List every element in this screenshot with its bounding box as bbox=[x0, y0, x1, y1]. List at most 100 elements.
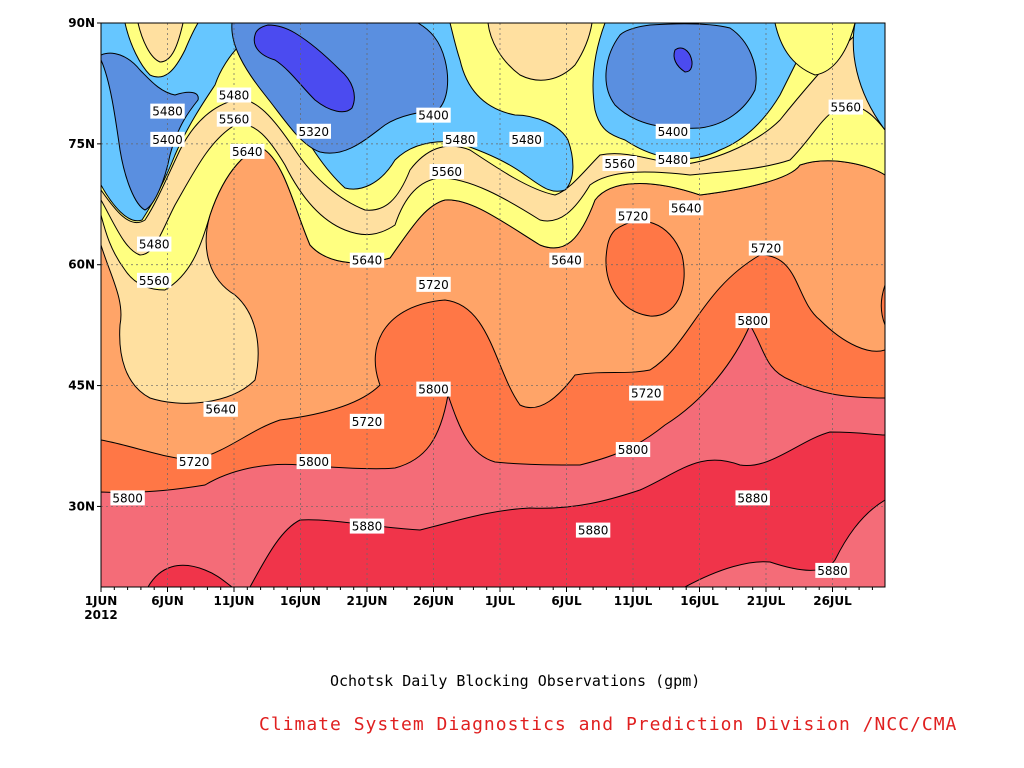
contour-label-text: 5640 bbox=[551, 254, 582, 268]
contour-label-bg bbox=[216, 87, 252, 103]
contour-label-bg bbox=[349, 413, 385, 429]
contour-label: 5560 bbox=[137, 272, 172, 288]
contour-label-bg bbox=[110, 490, 145, 506]
contour-label: 5320 bbox=[296, 123, 331, 139]
contour-label: 5640 bbox=[203, 401, 238, 417]
contour-label-bg bbox=[416, 276, 451, 292]
contour-label: 5800 bbox=[110, 490, 145, 506]
contour-label: 5560 bbox=[602, 156, 637, 171]
contour-label: 5480 bbox=[442, 131, 478, 147]
band-5560-5640-notch bbox=[137, 23, 184, 63]
contour-label: 5800 bbox=[735, 313, 770, 329]
contour-label-bg bbox=[203, 401, 238, 417]
contour-label-text: 5640 bbox=[205, 403, 236, 417]
contour-label: 5720 bbox=[416, 276, 451, 292]
contour-label-text: 5720 bbox=[418, 278, 449, 292]
contour-label-bg bbox=[615, 208, 651, 224]
contour-label-text: 5720 bbox=[618, 209, 649, 223]
contour-label: 5480 bbox=[137, 236, 172, 252]
contour-label-bg bbox=[150, 131, 185, 147]
contour-label: 5640 bbox=[549, 252, 584, 268]
y-tick-label: 90N bbox=[68, 16, 95, 30]
x-tick-label: 16JUN bbox=[280, 594, 321, 608]
contour-label-bg bbox=[748, 240, 784, 256]
contour-label: 5800 bbox=[416, 381, 451, 397]
contour-label-text: 5320 bbox=[299, 125, 330, 139]
x-year-label: 2012 bbox=[84, 608, 117, 622]
contour-label: 5400 bbox=[416, 107, 451, 123]
contour-label-text: 5880 bbox=[352, 520, 383, 534]
band-5320-5400-right bbox=[605, 23, 757, 129]
contour-label: 5480 bbox=[509, 131, 544, 147]
contour-label-text: 5720 bbox=[179, 455, 210, 469]
y-axis: 90N 75N 60N 45N 30N bbox=[68, 16, 101, 513]
contour-label: 5480 bbox=[216, 87, 252, 103]
contour-label: 5880 bbox=[349, 518, 385, 534]
contour-labels: 5480 5400 5480 5560 5640 5320 5400 5480 5480 5560… bbox=[110, 87, 863, 578]
y-tick-label: 45N bbox=[68, 379, 95, 393]
contour-label: 5880 bbox=[735, 490, 770, 506]
contour-label: 5880 bbox=[815, 562, 850, 578]
plot-area bbox=[101, 23, 885, 587]
contour-label: 5400 bbox=[150, 131, 185, 147]
contour-label-bg bbox=[349, 252, 385, 268]
contour-label-text: 5800 bbox=[299, 455, 330, 469]
contour-label: 5800 bbox=[296, 454, 331, 470]
contour-label: 5720 bbox=[748, 240, 784, 256]
contour-label-bg bbox=[296, 123, 331, 139]
x-tick-label: 26JUL bbox=[813, 594, 852, 608]
band-below-5320-island bbox=[673, 47, 693, 73]
contour-label: 5880 bbox=[575, 522, 611, 538]
y-tick-label: 60N bbox=[68, 258, 95, 272]
x-tick-label: 21JUN bbox=[347, 594, 388, 608]
contour-label-text: 5480 bbox=[152, 105, 183, 119]
contour-label-bg bbox=[416, 381, 451, 397]
contour-label-text: 5400 bbox=[152, 133, 183, 147]
contour-label-text: 5800 bbox=[618, 443, 649, 457]
contour-label-bg bbox=[416, 107, 451, 123]
band-above-5880 bbox=[249, 431, 885, 587]
contour-label: 5640 bbox=[669, 200, 704, 216]
band-5320-5400-left bbox=[101, 52, 199, 211]
contour-label-bg bbox=[735, 490, 770, 506]
contour-label-text: 5400 bbox=[418, 109, 449, 123]
contour-label: 5480 bbox=[150, 103, 185, 119]
plot-frame bbox=[100, 22, 886, 588]
contour-label-bg bbox=[655, 123, 691, 139]
contour-label-text: 5480 bbox=[219, 89, 250, 103]
x-tick-label: 6JUL bbox=[551, 594, 582, 608]
band-5480-5560-top-right bbox=[774, 23, 856, 76]
contour-label-text: 5720 bbox=[631, 387, 662, 401]
contour-label-bg bbox=[176, 454, 212, 470]
contour-label-bg bbox=[442, 131, 478, 147]
contour-label-text: 5880 bbox=[817, 564, 848, 578]
contour-label-text: 5880 bbox=[578, 524, 609, 538]
grid-lines bbox=[101, 23, 885, 587]
contour-label-text: 5560 bbox=[139, 274, 170, 288]
contour-label: 5800 bbox=[615, 442, 651, 458]
x-tick-label: 11JUN bbox=[214, 594, 255, 608]
credit-text: Climate System Diagnostics and Predictio… bbox=[259, 714, 958, 735]
contour-label-bg bbox=[549, 252, 584, 268]
contour-label-text: 5480 bbox=[658, 153, 689, 167]
band-5720-5800-island bbox=[605, 220, 685, 317]
contour-label-bg bbox=[828, 99, 863, 115]
contour-label: 5560 bbox=[429, 164, 464, 180]
contour-label: 5640 bbox=[349, 252, 385, 268]
band-below-5320 bbox=[253, 24, 355, 113]
contour-label-text: 5480 bbox=[511, 133, 542, 147]
contour-label-text: 5480 bbox=[445, 133, 476, 147]
x-tick-label: 21JUL bbox=[747, 594, 786, 608]
contour-label-bg bbox=[296, 454, 331, 470]
y-tick-label: 30N bbox=[68, 499, 95, 513]
contour-label-bg bbox=[735, 313, 770, 329]
contour-label-bg bbox=[629, 385, 664, 401]
contour-label: 5400 bbox=[655, 123, 691, 139]
y-tick-label: 75N bbox=[68, 137, 95, 151]
band-5560-5640-top bbox=[487, 23, 593, 81]
contour-label-bg bbox=[349, 518, 385, 534]
contour-label-text: 5560 bbox=[219, 113, 250, 127]
contour-chart: 90N 75N 60N 45N 30N 1JUN 6JUN 11JUN 16JUN 21JUN 2… bbox=[68, 16, 886, 622]
contour-label-text: 5640 bbox=[352, 254, 383, 268]
x-tick-label: 16JUL bbox=[680, 594, 719, 608]
